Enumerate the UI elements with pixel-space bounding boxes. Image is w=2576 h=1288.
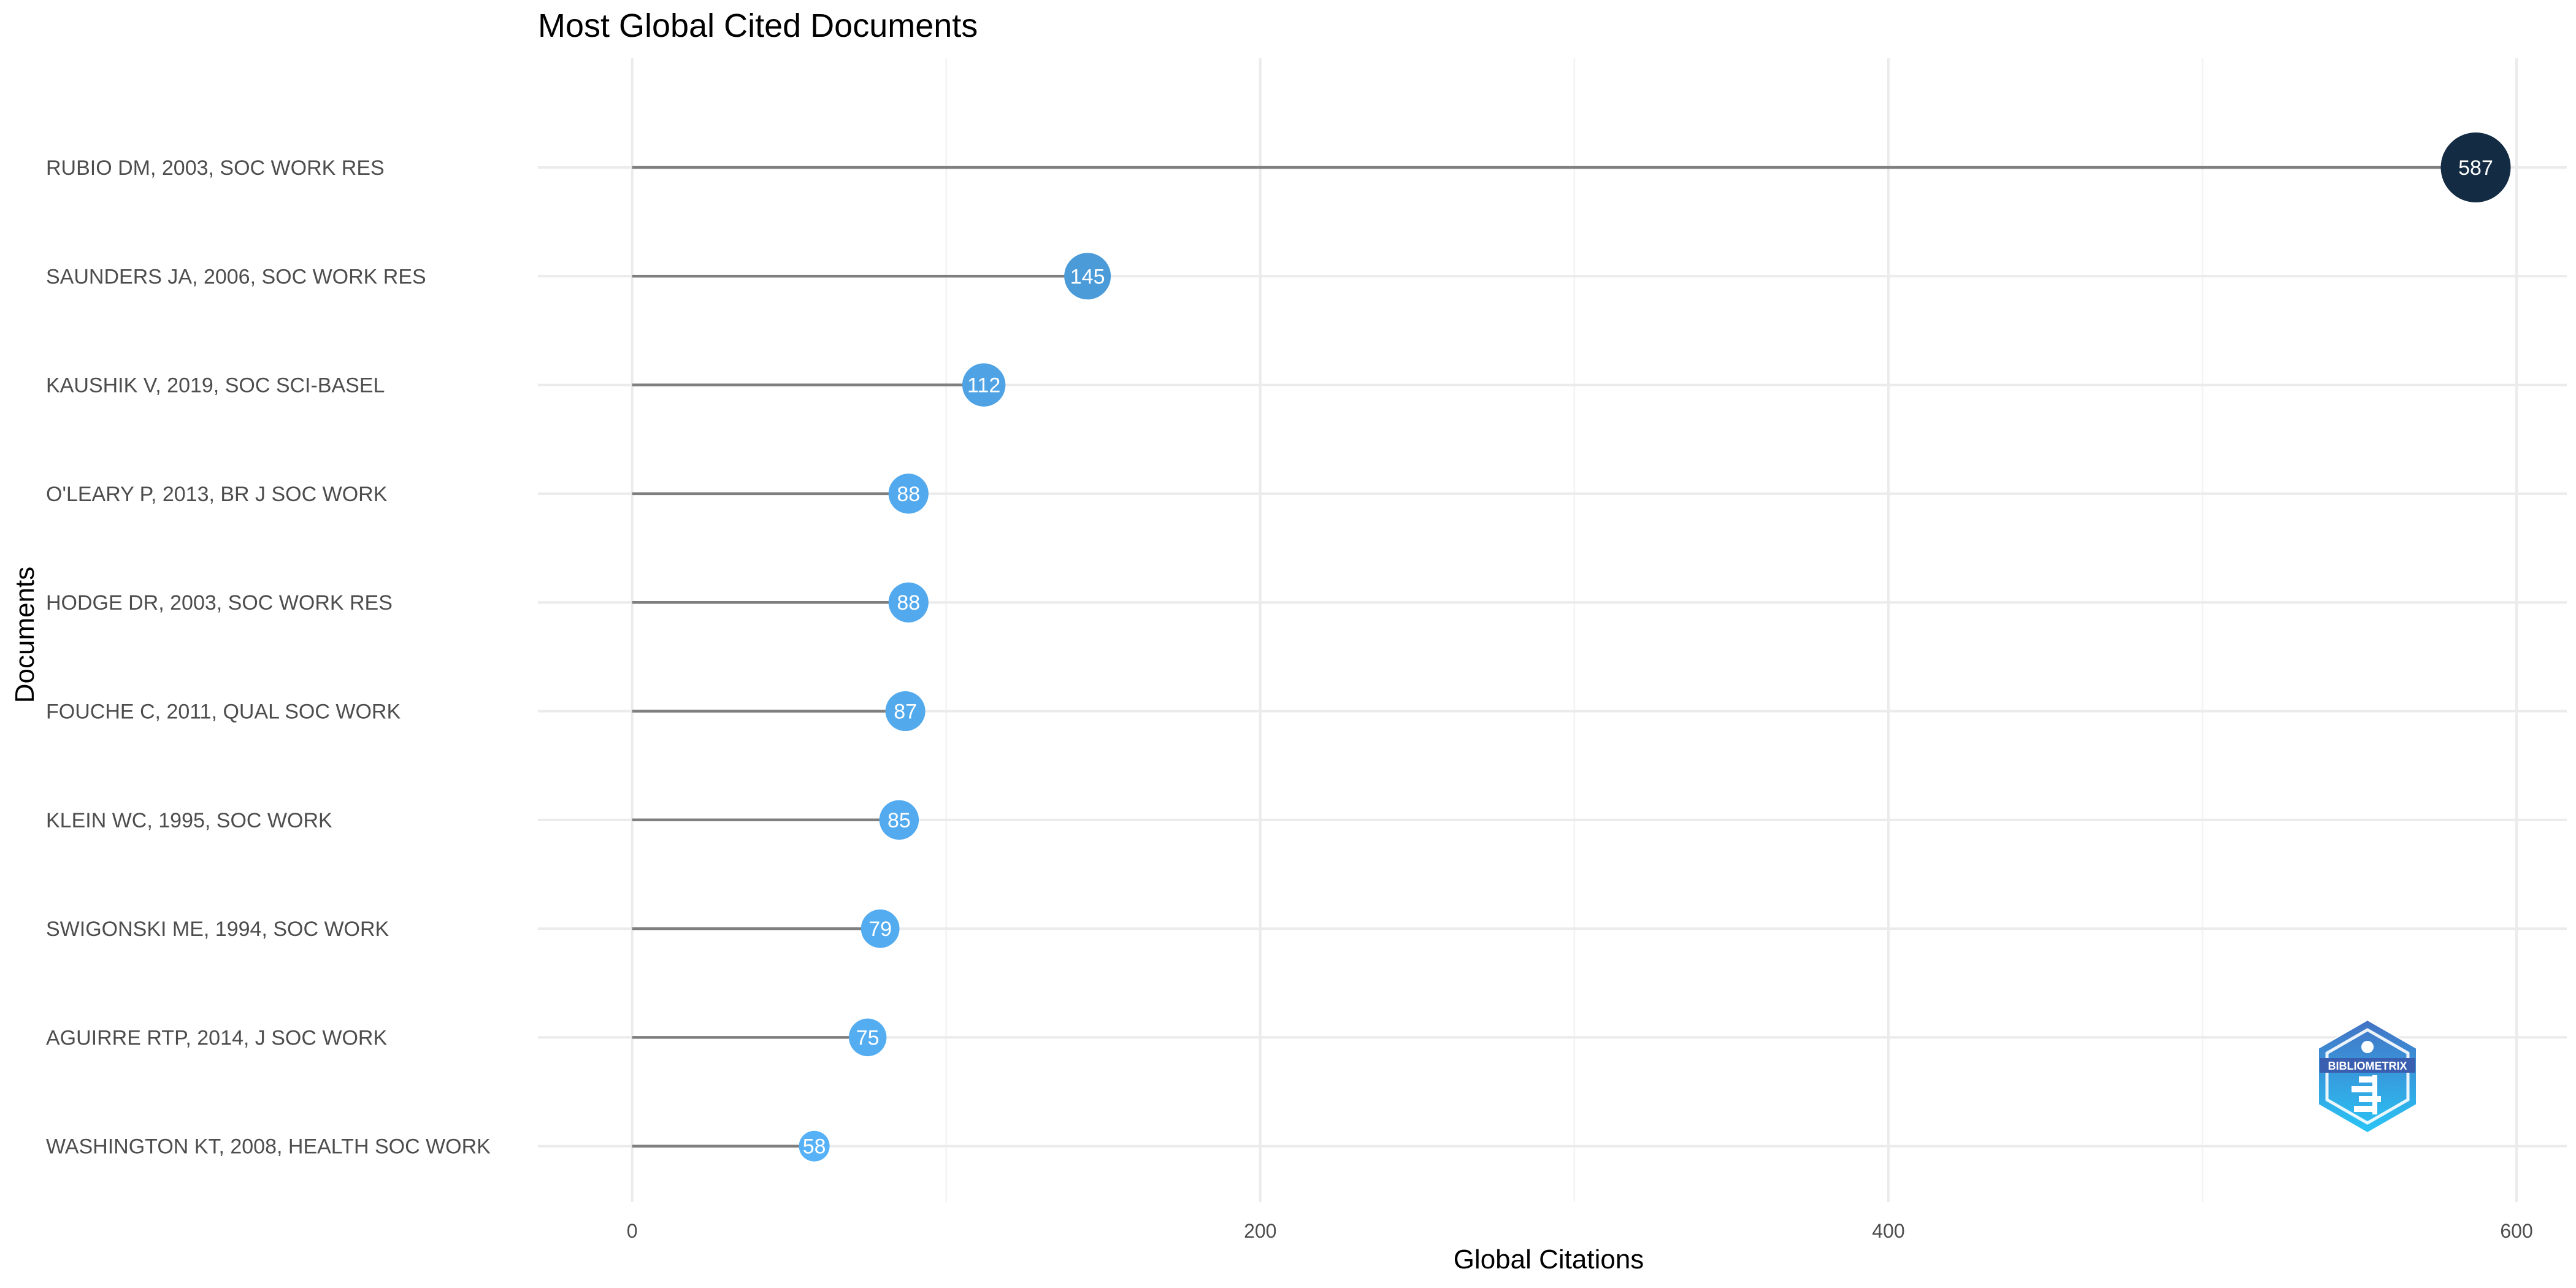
y-tick-label: SWIGONSKI ME, 1994, SOC WORK <box>46 918 389 941</box>
bibliometrix-logo: BIBLIOMETRIX <box>2318 1019 2417 1134</box>
y-tick-label: KAUSHIK V, 2019, SOC SCI-BASEL <box>46 374 385 397</box>
y-tick-label: RUBIO DM, 2003, SOC WORK RES <box>46 156 385 180</box>
dots: 587 145 112 88 88 87 85 79 75 58 <box>799 132 2511 1162</box>
lollipop-dot <box>1064 253 1111 300</box>
x-tick-label: 400 <box>1872 1220 1904 1242</box>
x-axis-title: Global Citations <box>1454 1244 1644 1275</box>
lollipop-dot <box>861 909 900 948</box>
chart-title: Most Global Cited Documents <box>538 7 978 44</box>
lollipop-dot <box>962 363 1006 407</box>
x-tick-label: 0 <box>627 1220 638 1242</box>
logo-text: BIBLIOMETRIX <box>2328 1060 2407 1072</box>
data-label: 145 <box>1070 265 1105 288</box>
lollipop-dot <box>879 800 919 840</box>
y-tick-label: WASHINGTON KT, 2008, HEALTH SOC WORK <box>46 1135 491 1159</box>
data-label: 75 <box>856 1026 880 1049</box>
grid <box>538 58 2567 1202</box>
y-tick-label: O'LEARY P, 2013, BR J SOC WORK <box>46 483 388 506</box>
logo-banner <box>2320 1058 2415 1073</box>
data-label: 587 <box>2458 156 2493 180</box>
lollipop-dot <box>885 691 926 731</box>
y-tick-label: FOUCHE C, 2011, QUAL SOC WORK <box>46 700 401 724</box>
lollipop-dot <box>888 473 929 514</box>
data-label: 87 <box>894 700 917 724</box>
y-axis-title: Documents <box>10 567 40 703</box>
lollipop-dot <box>2440 132 2511 202</box>
stems <box>632 166 2476 1148</box>
x-tick-label: 200 <box>1244 1220 1276 1242</box>
lollipop-dot <box>799 1130 830 1162</box>
logo-hexagon-inner <box>2325 1028 2410 1125</box>
y-tick-label: KLEIN WC, 1995, SOC WORK <box>46 809 332 832</box>
data-label: 85 <box>887 809 911 832</box>
y-tick-label: AGUIRRE RTP, 2014, J SOC WORK <box>46 1026 387 1049</box>
y-tick-label: HODGE DR, 2003, SOC WORK RES <box>46 591 393 615</box>
data-label: 88 <box>897 483 920 506</box>
labels: 0 200 400 600 RUBIO DM, 2003, SOC WORK RES SA… <box>46 156 2533 1242</box>
logo-figure-icon <box>2352 1041 2381 1114</box>
lollipop-dot <box>888 582 929 623</box>
lollipop-dot <box>848 1018 887 1057</box>
data-label: 58 <box>803 1135 826 1159</box>
y-tick-label: SAUNDERS JA, 2006, SOC WORK RES <box>46 265 426 288</box>
data-label: 79 <box>868 918 892 941</box>
x-tick-label: 600 <box>2500 1220 2532 1242</box>
data-label: 88 <box>897 591 920 615</box>
data-label: 112 <box>967 374 1000 397</box>
